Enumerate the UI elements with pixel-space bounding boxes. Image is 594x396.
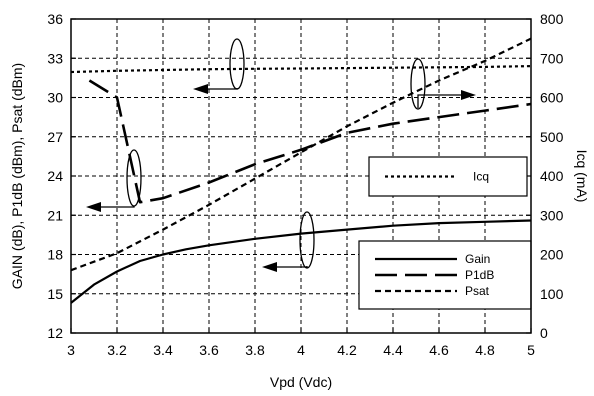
y-left-tick-label: 18: [47, 247, 63, 263]
x-tick-label: 3.8: [245, 342, 265, 358]
y-right-tick-label: 800: [540, 11, 564, 27]
legend-label-p1db: P1dB: [465, 268, 494, 282]
x-tick-label: 5: [527, 342, 535, 358]
x-tick-label: 4.6: [429, 342, 449, 358]
y-right-axis-label: Icq (mA): [574, 150, 590, 203]
psat-axis-pointer: [193, 38, 245, 94]
y-right-tick-label: 700: [540, 50, 564, 66]
icq-axis-pointer: [410, 58, 476, 110]
x-axis-label: Vpd (Vdc): [270, 374, 332, 390]
gain-axis-pointer: [262, 211, 315, 272]
x-tick-label: 3.2: [107, 342, 127, 358]
y-left-tick-label: 27: [47, 129, 63, 145]
y-right-tick-label: 200: [540, 247, 564, 263]
x-tick-label: 3.6: [199, 342, 219, 358]
legend-label-psat: Psat: [465, 284, 490, 298]
y-right-tick-label: 300: [540, 207, 564, 223]
series-line-gain: [70, 219, 532, 304]
y-left-tick-label: 15: [47, 286, 63, 302]
series-line-icq: [70, 65, 532, 74]
y-left-tick-label: 21: [47, 207, 63, 223]
x-tick-label: 4.8: [475, 342, 495, 358]
y-left-tick-label: 12: [47, 325, 63, 341]
plot-frame: [70, 18, 532, 334]
p1db-axis-pointer: [86, 149, 142, 212]
legend-layer: Icq Gain P1dB Psat: [358, 156, 532, 310]
y-left-axis-label: GAIN (dB), P1dB (dBm), Psat (dBm): [9, 63, 25, 289]
series-layer: [70, 37, 532, 304]
legend-label-gain: Gain: [465, 252, 490, 266]
y-right-tick-label: 100: [540, 286, 564, 302]
y-left-tick-label: 24: [47, 168, 63, 184]
x-tick-label: 4.4: [383, 342, 403, 358]
y-right-tick-label: 500: [540, 129, 564, 145]
series-line-psat: [70, 37, 532, 272]
y-right-tick-label: 0: [540, 325, 548, 341]
y-left-tick-label: 33: [47, 50, 63, 66]
x-tick-label: 4.2: [337, 342, 357, 358]
x-tick-label: 3: [67, 342, 75, 358]
y-left-tick-label: 30: [47, 90, 63, 106]
x-tick-label: 4: [297, 342, 305, 358]
text-layer: 3 3.2 3.4 3.6 3.8 4 4.2 4.4 4.6 4.8 5 12 15 18 21 24 27 3…: [9, 11, 590, 390]
y-right-tick-label: 400: [540, 168, 564, 184]
x-tick-label: 3.4: [153, 342, 173, 358]
axis-pointer-annotations: [86, 38, 476, 272]
series-line-p1db: [88, 79, 532, 204]
y-left-tick-label: 36: [47, 11, 63, 27]
legend-label-icq: Icq: [473, 170, 489, 184]
y-right-tick-label: 600: [540, 90, 564, 106]
